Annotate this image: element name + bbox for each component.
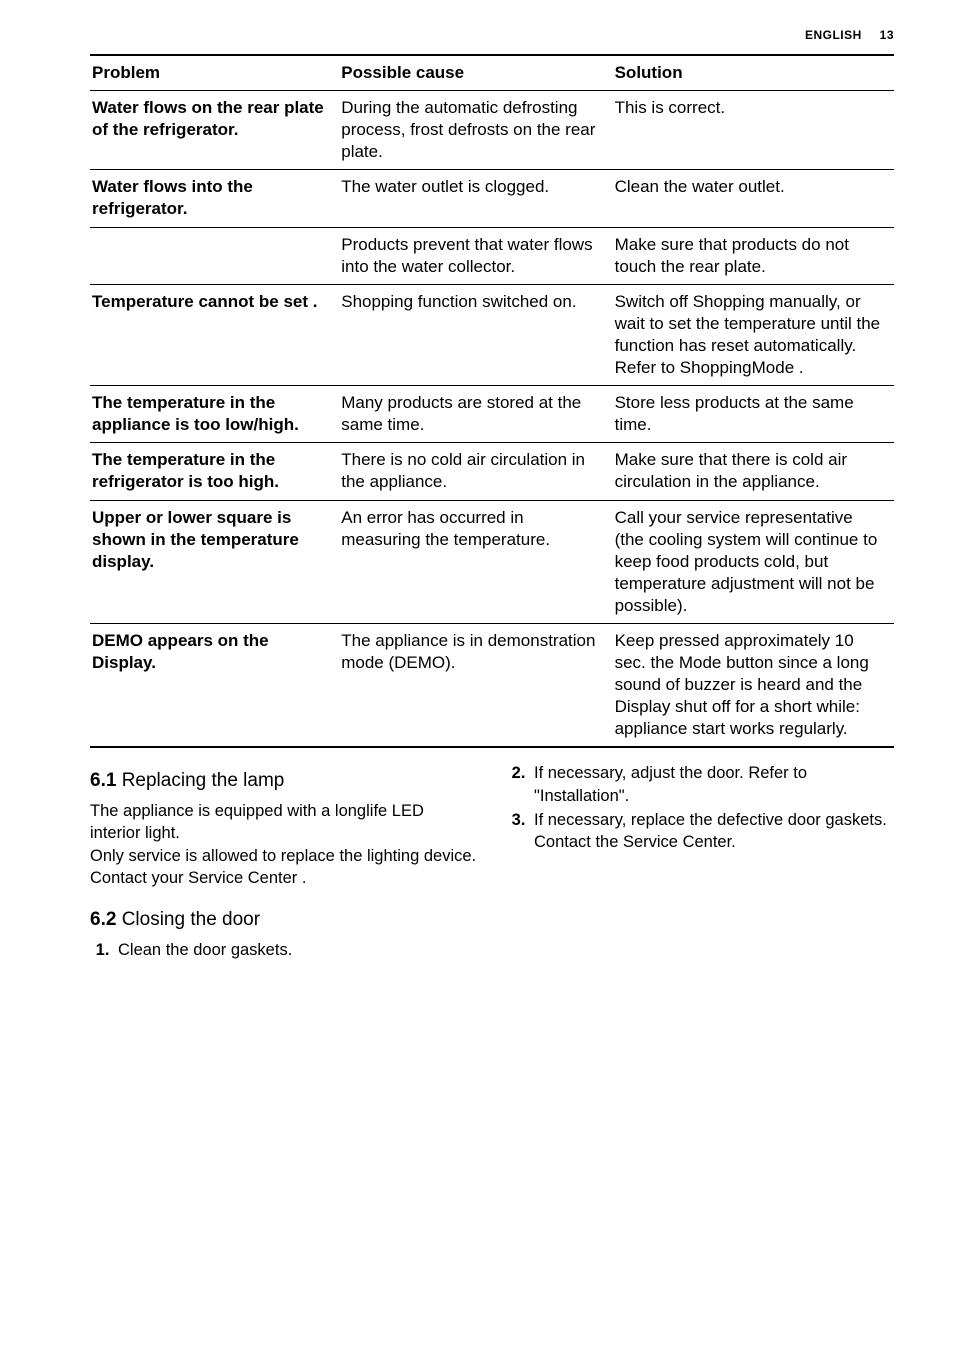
table-row: Products prevent that water flows into t… xyxy=(90,227,894,284)
section-6-1-body: The appliance is equipped with a longlif… xyxy=(90,800,478,889)
cell-solution: Clean the water outlet. xyxy=(613,170,894,227)
cell-problem: Water flows on the rear plate of the ref… xyxy=(90,91,339,170)
cell-cause: The water outlet is clogged. xyxy=(339,170,612,227)
cell-solution: This is correct. xyxy=(613,91,894,170)
cell-cause: The appliance is in demonstration mode (… xyxy=(339,623,612,747)
col-solution: Solution xyxy=(613,55,894,91)
left-column: 6.1 Replacing the lamp The appliance is … xyxy=(90,762,478,963)
page: ENGLISH 13 Problem Possible cause Soluti… xyxy=(0,0,954,1003)
section-number: 6.2 xyxy=(90,909,116,930)
step-item: Clean the door gaskets. xyxy=(114,939,478,961)
table-header-row: Problem Possible cause Solution xyxy=(90,55,894,91)
header-language: ENGLISH xyxy=(805,28,862,42)
cell-solution: Make sure that there is cold air circula… xyxy=(613,443,894,500)
cell-solution: Keep pressed approximately 10 sec. the M… xyxy=(613,623,894,747)
section-title: Closing the door xyxy=(122,909,260,930)
continued-steps: If necessary, adjust the door. Refer to … xyxy=(506,762,894,853)
table-row: DEMO appears on the Display. The applian… xyxy=(90,623,894,747)
cell-solution: Store less products at the same time. xyxy=(613,386,894,443)
section-title: Replacing the lamp xyxy=(122,770,285,791)
header-page-number: 13 xyxy=(880,28,894,42)
section-6-1-heading: 6.1 Replacing the lamp xyxy=(90,768,478,794)
right-column: If necessary, adjust the door. Refer to … xyxy=(506,762,894,963)
table-row: Water flows into the refrigerator. The w… xyxy=(90,170,894,227)
table-row: Upper or lower square is shown in the te… xyxy=(90,500,894,623)
page-header: ENGLISH 13 xyxy=(90,28,894,42)
cell-problem: Temperature cannot be set . xyxy=(90,284,339,385)
cell-cause: There is no cold air circulation in the … xyxy=(339,443,612,500)
cell-solution: Call your service representative (the co… xyxy=(613,500,894,623)
cell-cause: Products prevent that water flows into t… xyxy=(339,227,612,284)
step-item: If necessary, replace the defective door… xyxy=(530,809,894,854)
table-row: Water flows on the rear plate of the ref… xyxy=(90,91,894,170)
cell-cause: Many products are stored at the same tim… xyxy=(339,386,612,443)
cell-solution: Make sure that products do not touch the… xyxy=(613,227,894,284)
table-row: Temperature cannot be set . Shopping fun… xyxy=(90,284,894,385)
cell-cause: During the automatic defrosting process,… xyxy=(339,91,612,170)
table-row: The temperature in the appliance is too … xyxy=(90,386,894,443)
col-cause: Possible cause xyxy=(339,55,612,91)
cell-problem: Water flows into the refrigerator. xyxy=(90,170,339,227)
cell-problem: The temperature in the refrigerator is t… xyxy=(90,443,339,500)
section-number: 6.1 xyxy=(90,770,116,791)
cell-problem: The temperature in the appliance is too … xyxy=(90,386,339,443)
col-problem: Problem xyxy=(90,55,339,91)
cell-problem: Upper or lower square is shown in the te… xyxy=(90,500,339,623)
cell-problem: DEMO appears on the Display. xyxy=(90,623,339,747)
body-columns: 6.1 Replacing the lamp The appliance is … xyxy=(90,762,894,963)
troubleshooting-table: Problem Possible cause Solution Water fl… xyxy=(90,54,894,748)
cell-solution: Switch off Shopping manually, or wait to… xyxy=(613,284,894,385)
step-item: If necessary, adjust the door. Refer to … xyxy=(530,762,894,807)
section-6-2-steps: Clean the door gaskets. xyxy=(90,939,478,961)
table-row: The temperature in the refrigerator is t… xyxy=(90,443,894,500)
cell-problem xyxy=(90,227,339,284)
cell-cause: An error has occurred in measuring the t… xyxy=(339,500,612,623)
section-6-2-heading: 6.2 Closing the door xyxy=(90,907,478,933)
cell-cause: Shopping function switched on. xyxy=(339,284,612,385)
